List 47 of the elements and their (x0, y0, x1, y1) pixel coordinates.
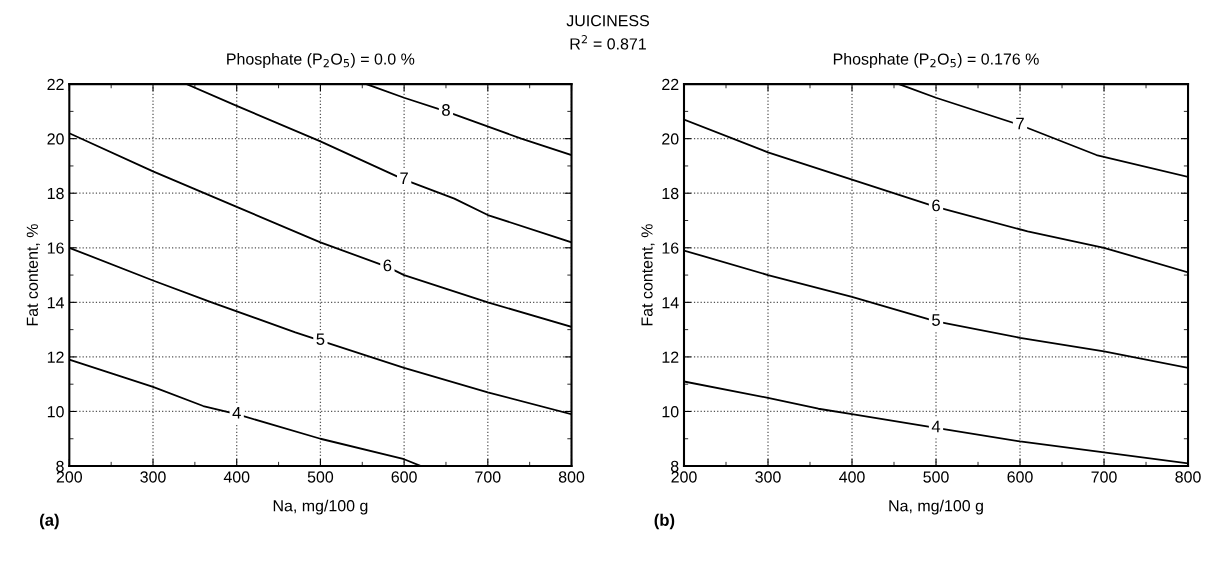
text: JUICINESS (566, 15, 649, 27)
y-tick-label: 10 (662, 406, 679, 418)
y-tick-label: 12 (47, 351, 64, 363)
y-tick-label: 16 (662, 242, 679, 254)
x-axis-title: Na, mg/100 g (889, 499, 983, 515)
chart-title: Phosphate (P$_{2}$O$_{5}$) = 0.0 % (227, 52, 415, 68)
x-tick-label: 200 (671, 471, 697, 483)
y-axis-title: Fat content, % (641, 224, 655, 326)
x-tick-label: 200 (56, 471, 83, 483)
y-tick-label: 12 (662, 351, 679, 363)
x-tick-label: 400 (223, 471, 250, 483)
y-tick-label: 14 (47, 297, 64, 309)
text: (a) (40, 513, 59, 530)
y-tick-label: 8 (56, 460, 64, 472)
x-tick-label: 400 (839, 471, 865, 483)
series-label: 7 (400, 172, 408, 184)
y-tick-label: 22 (47, 78, 64, 90)
y-tick-label: 16 (47, 242, 64, 254)
series-label: 5 (932, 314, 940, 326)
y-tick-label: 22 (662, 78, 679, 90)
series-label: 6 (932, 199, 940, 212)
y-tick-label: 20 (662, 133, 679, 145)
x-tick-label: 700 (1091, 471, 1117, 483)
y-tick-label: 10 (47, 406, 64, 418)
y-tick-label: 14 (662, 297, 679, 309)
text: (b) (654, 513, 675, 530)
series-label: 7 (1016, 117, 1024, 130)
series-label: 4 (931, 420, 941, 433)
y-tick-label: 18 (662, 187, 679, 200)
x-tick-label: 700 (475, 471, 501, 483)
x-axis-title: Na, mg/100 g (273, 499, 368, 515)
x-tick-label: 500 (307, 471, 334, 483)
chart-title: Phosphate (P$_{2}$O$_{5}$) = 0.176 % (833, 52, 1039, 68)
series-label: 5 (316, 333, 325, 346)
x-tick-label: 300 (140, 471, 166, 483)
x-tick-label: 600 (1007, 471, 1033, 483)
x-tick-label: 300 (755, 471, 781, 483)
x-tick-label: 800 (558, 471, 585, 483)
y-tick-label: 8 (670, 460, 679, 472)
x-tick-label: 500 (923, 471, 949, 483)
legend-label: 8 (442, 104, 450, 116)
x-tick-label: 800 (1175, 471, 1201, 483)
y-tick-label: 18 (47, 187, 64, 200)
x-tick-label: 600 (391, 471, 417, 483)
y-axis-title: Fat content, % (26, 224, 40, 326)
y-tick-label: 20 (47, 133, 64, 145)
text: R$^{2}$ = 0.871 (570, 35, 646, 50)
